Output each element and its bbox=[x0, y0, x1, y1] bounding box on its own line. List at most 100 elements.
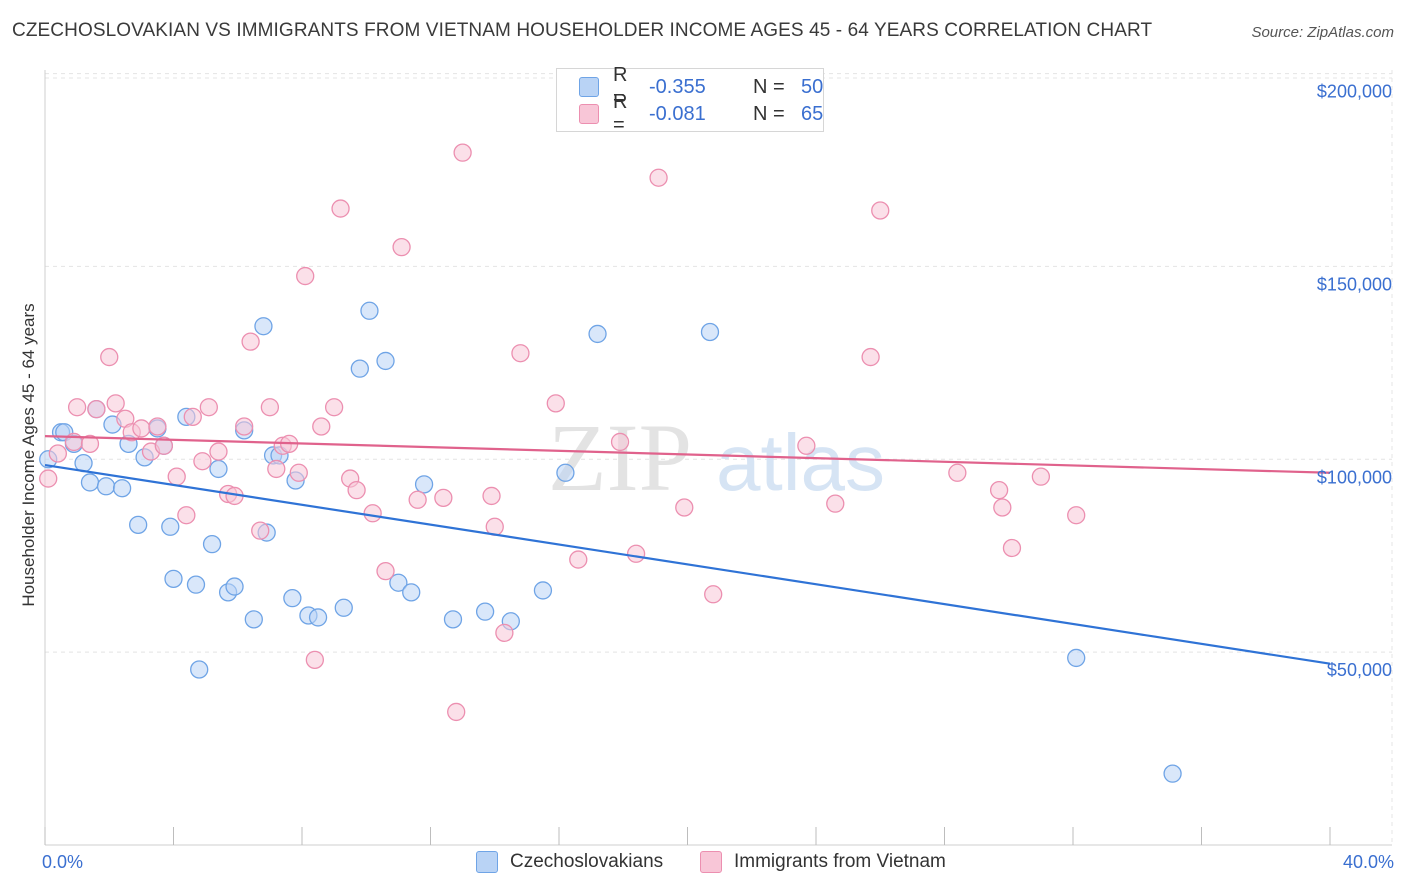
point-vietnam bbox=[797, 436, 816, 455]
point-czechoslovakians bbox=[308, 608, 328, 627]
point-czechoslovakians bbox=[402, 583, 421, 602]
series-legend: Czechoslovakians Immigrants from Vietnam bbox=[0, 851, 1406, 879]
legend-label-czechoslovakians: Czechoslovakians bbox=[510, 851, 664, 872]
point-vietnam bbox=[209, 442, 228, 461]
y-tick-label: $50,000 bbox=[1327, 660, 1392, 680]
point-vietnam bbox=[312, 417, 331, 436]
point-czechoslovakians bbox=[164, 569, 183, 589]
point-vietnam bbox=[569, 550, 588, 569]
point-vietnam bbox=[167, 467, 186, 486]
point-vietnam bbox=[495, 623, 514, 643]
legend-r-label: R = bbox=[613, 91, 628, 136]
point-vietnam bbox=[948, 463, 967, 482]
point-vietnam bbox=[39, 469, 58, 488]
point-czechoslovakians bbox=[209, 459, 228, 479]
point-vietnam bbox=[511, 344, 530, 363]
point-vietnam bbox=[48, 444, 67, 463]
point-czechoslovakians bbox=[190, 660, 209, 679]
x-tick-max: 40.0% bbox=[1342, 852, 1394, 872]
point-czechoslovakians bbox=[96, 477, 116, 496]
legend-row-vietnam: R = -0.081 N = 65 bbox=[579, 91, 824, 136]
point-vietnam bbox=[289, 463, 308, 482]
legend-n-value: 65 bbox=[801, 102, 824, 125]
legend-n-label: N = bbox=[753, 102, 785, 125]
legend-swatch-vietnam bbox=[700, 851, 722, 873]
legend-swatch-czechoslovakians bbox=[476, 851, 498, 873]
point-czechoslovakians bbox=[443, 610, 463, 629]
point-vietnam bbox=[1067, 506, 1086, 525]
point-vietnam bbox=[235, 417, 254, 436]
point-vietnam bbox=[1002, 538, 1022, 558]
legend-swatch-pink bbox=[579, 104, 599, 124]
watermark-atlas: atlas bbox=[716, 418, 885, 507]
point-czechoslovakians bbox=[1067, 648, 1086, 668]
watermark: ZIP atlas bbox=[548, 404, 885, 511]
point-vietnam bbox=[993, 498, 1012, 517]
point-vietnam bbox=[626, 544, 646, 563]
point-czechoslovakians bbox=[202, 534, 222, 554]
point-czechoslovakians bbox=[700, 322, 720, 342]
legend-n-label: N = bbox=[753, 75, 785, 98]
point-vietnam bbox=[154, 436, 174, 455]
point-czechoslovakians bbox=[350, 359, 369, 378]
point-czechoslovakians bbox=[334, 598, 353, 617]
point-vietnam bbox=[482, 486, 501, 506]
point-vietnam bbox=[675, 498, 694, 517]
point-czechoslovakians bbox=[186, 575, 206, 594]
legend-label-vietnam: Immigrants from Vietnam bbox=[734, 851, 946, 872]
point-vietnam bbox=[434, 488, 453, 508]
point-czechoslovakians bbox=[283, 588, 302, 608]
y-tick-labels: $50,000 $100,000 $150,000 $200,000 bbox=[1317, 82, 1392, 681]
legend-r-value: -0.355 bbox=[649, 75, 706, 98]
point-vietnam bbox=[347, 480, 366, 500]
y-tick-label: $200,000 bbox=[1317, 82, 1392, 102]
legend-item-vietnam[interactable]: Immigrants from Vietnam bbox=[700, 851, 946, 873]
point-vietnam bbox=[861, 347, 880, 367]
point-czechoslovakians bbox=[588, 324, 607, 344]
point-vietnam bbox=[100, 347, 119, 367]
x-tick-min: 0.0% bbox=[42, 852, 84, 872]
point-vietnam bbox=[132, 419, 151, 438]
point-vietnam bbox=[546, 394, 565, 413]
point-vietnam bbox=[267, 459, 286, 479]
point-vietnam bbox=[610, 432, 630, 452]
point-vietnam bbox=[80, 434, 100, 454]
point-czechoslovakians bbox=[533, 581, 553, 600]
y-tick-label: $100,000 bbox=[1317, 467, 1392, 487]
watermark-zip: ZIP bbox=[548, 404, 692, 511]
point-czechoslovakians bbox=[475, 602, 495, 621]
point-vietnam bbox=[199, 398, 218, 417]
point-czechoslovakians bbox=[129, 515, 148, 535]
point-vietnam bbox=[260, 398, 280, 417]
chart-title: CZECHOSLOVAKIAN VS IMMIGRANTS FROM VIETN… bbox=[12, 20, 1153, 41]
grid bbox=[45, 73, 1392, 653]
point-vietnam bbox=[453, 143, 472, 162]
point-vietnam bbox=[376, 561, 395, 581]
point-czechoslovakians bbox=[414, 475, 434, 494]
point-vietnam bbox=[649, 168, 668, 187]
point-vietnam bbox=[87, 399, 106, 419]
y-tick-label: $150,000 bbox=[1317, 274, 1392, 294]
point-czechoslovakians bbox=[244, 610, 263, 629]
source-label: Source: ZipAtlas.com bbox=[1251, 24, 1394, 41]
trend-line-czechoslovakians bbox=[44, 463, 1331, 665]
legend-n-value: 50 bbox=[801, 75, 824, 98]
point-czechoslovakians bbox=[161, 517, 180, 536]
point-czechoslovakians bbox=[376, 351, 395, 371]
point-vietnam bbox=[241, 332, 260, 351]
point-vietnam bbox=[447, 702, 466, 722]
point-czechoslovakians bbox=[80, 473, 100, 492]
point-vietnam bbox=[871, 201, 890, 220]
point-vietnam bbox=[392, 237, 411, 257]
legend-row-czechoslovakians: R = -0.355 N = 50 bbox=[579, 64, 824, 109]
point-vietnam bbox=[704, 585, 723, 604]
legend-item-czechoslovakians[interactable]: Czechoslovakians bbox=[476, 851, 663, 873]
point-vietnam bbox=[826, 494, 845, 513]
scatter-points bbox=[39, 143, 1182, 783]
point-vietnam bbox=[1031, 467, 1051, 486]
legend-r-label: R = bbox=[613, 64, 628, 109]
point-czechoslovakians bbox=[112, 479, 132, 498]
point-czechoslovakians bbox=[360, 301, 379, 320]
point-czechoslovakians bbox=[1163, 764, 1182, 783]
